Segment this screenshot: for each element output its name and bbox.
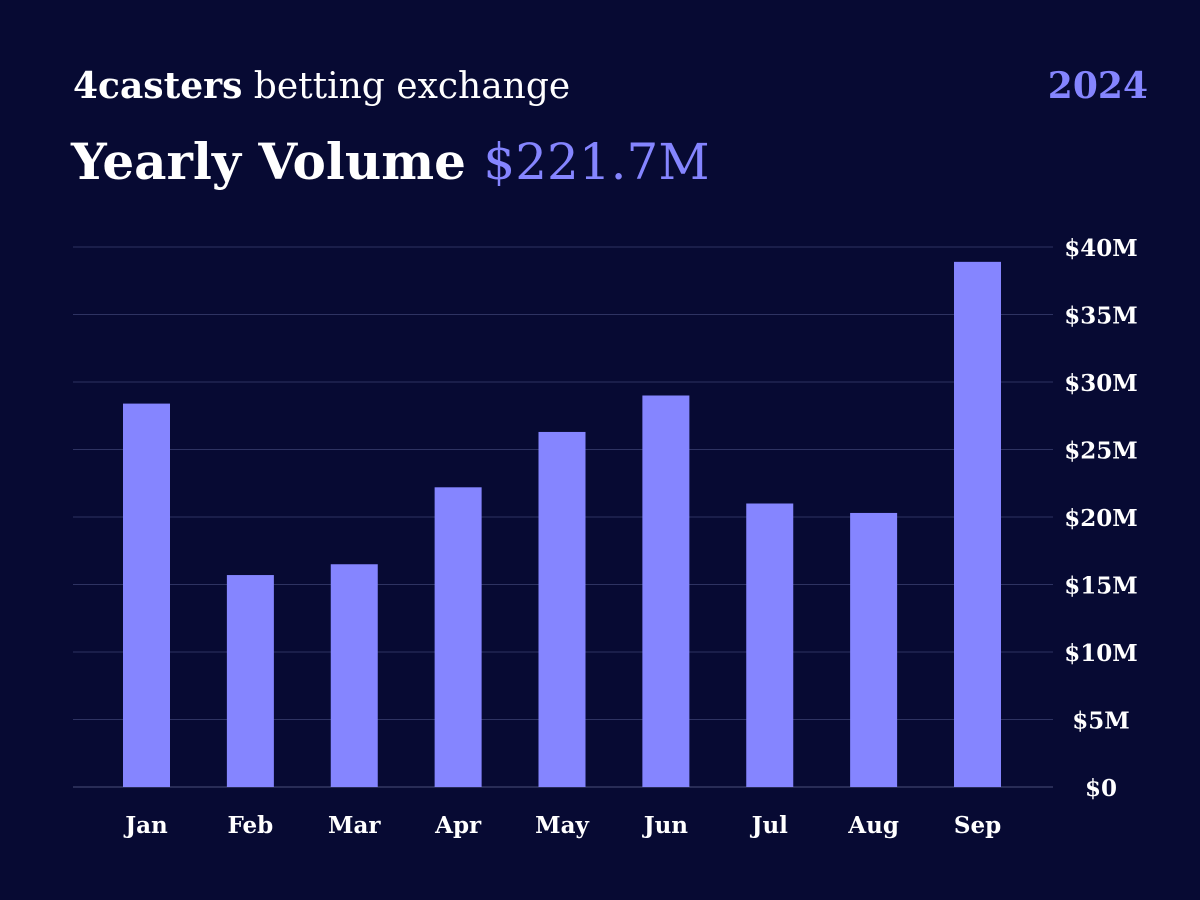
bar-jul — [746, 503, 794, 787]
y-tick-label: $35M — [1064, 303, 1137, 330]
headline-total: $221.7M — [483, 133, 710, 191]
x-tick-label: Aug — [847, 812, 899, 839]
bar-apr — [434, 487, 482, 787]
bar-feb — [226, 575, 274, 787]
y-tick-label: $15M — [1064, 573, 1137, 600]
x-tick-label: Jan — [123, 812, 168, 839]
headline-label: Yearly Volume — [71, 132, 466, 191]
y-tick-label: $25M — [1064, 438, 1137, 465]
headline: Yearly Volume $221.7M — [71, 130, 710, 194]
x-tick-label: Jul — [750, 812, 789, 839]
y-tick-label: $20M — [1064, 505, 1137, 532]
y-tick-label: $10M — [1064, 640, 1137, 667]
bar-may — [538, 431, 586, 787]
bar-aug — [850, 512, 898, 787]
x-tick-label: Feb — [227, 812, 273, 839]
bar-jun — [642, 395, 690, 787]
year-label: 2024 — [1047, 65, 1148, 107]
bar-mar — [330, 564, 378, 787]
bar-sep — [954, 261, 1001, 788]
brand-line: 4casters betting exchange — [73, 62, 570, 111]
x-tick-label: Jun — [642, 812, 689, 839]
x-tick-label: Sep — [954, 812, 1001, 839]
x-tick-label: Mar — [328, 812, 381, 839]
x-tick-label: May — [535, 812, 589, 839]
brand-suffix: betting exchange — [253, 66, 571, 107]
y-tick-label: $30M — [1064, 370, 1137, 397]
x-tick-label: Apr — [434, 812, 482, 839]
bar-jan — [123, 403, 170, 787]
y-tick-label: $5M — [1072, 708, 1129, 735]
brand-name: 4casters — [73, 65, 243, 107]
y-tick-label: $0 — [1085, 775, 1117, 802]
y-tick-label: $40M — [1064, 235, 1137, 262]
